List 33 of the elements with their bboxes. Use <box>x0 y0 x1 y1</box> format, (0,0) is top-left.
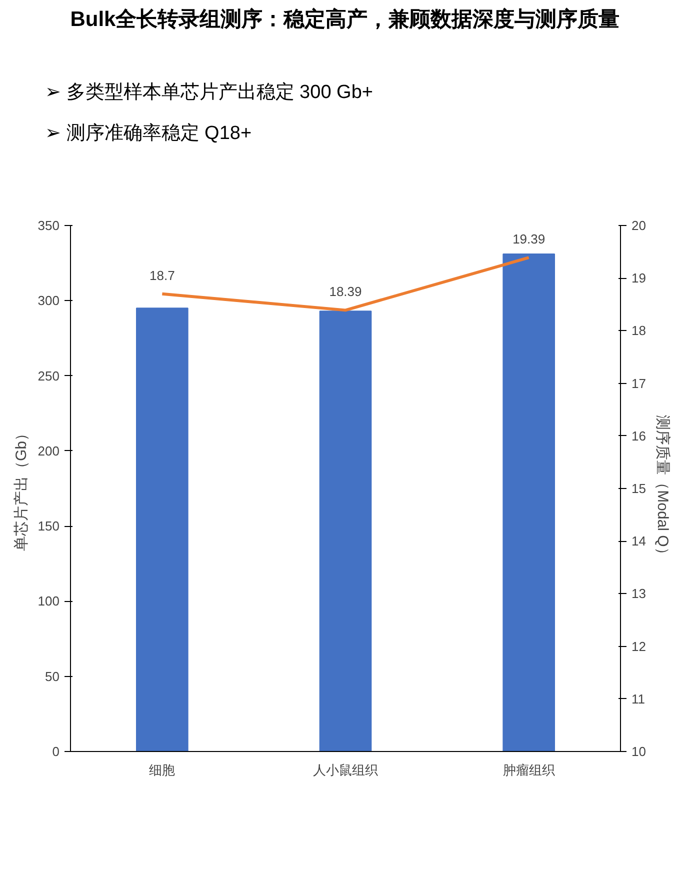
bar <box>136 308 188 752</box>
y-tick-label: 50 <box>45 668 60 684</box>
y2-tick-label: 15 <box>632 481 646 496</box>
y-tick-label: 300 <box>38 293 60 308</box>
y2-tick-label: 11 <box>632 691 645 706</box>
y2-tick-label: 14 <box>632 534 646 549</box>
y2-tick-label: 13 <box>632 586 646 602</box>
y2-tick-label: 16 <box>632 428 646 444</box>
data-label: 18.39 <box>329 284 362 300</box>
y2-tick-label: 19 <box>632 270 646 286</box>
y2-tick-label: 18 <box>632 323 646 338</box>
text: ➢ 多类型样本单芯片产出稳定 300 Gb+ <box>45 81 373 105</box>
data-label: 18.7 <box>150 268 175 283</box>
y2-tick-label: 12 <box>632 638 646 654</box>
chart-title: Bulk全长转录组测序：稳定高产，兼顾数据深度与测序质量 <box>69 6 621 33</box>
x-tick-label: 肿瘤组织 <box>502 762 555 778</box>
y2-tick-label: 10 <box>632 744 646 759</box>
x-tick-label: 细胞 <box>149 762 176 778</box>
data-label: 19.39 <box>512 232 546 247</box>
y-tick-label: 250 <box>38 368 60 384</box>
bar <box>502 254 555 752</box>
y-tick-label: 350 <box>38 218 60 233</box>
text: ➢ 测序准确率稳定 Q18+ <box>45 122 253 146</box>
y-tick-label: 0 <box>52 744 60 759</box>
y-axis-title: 单芯片产出（Gb） <box>12 426 30 552</box>
y2-tick-label: 20 <box>632 218 646 233</box>
x-tick-label: 人小鼠组织 <box>313 762 378 778</box>
y2-tick-label: 17 <box>632 376 646 391</box>
y-tick-label: 100 <box>38 594 60 609</box>
y2-axis-title: 测序质量（Modal Q） <box>654 415 671 562</box>
y-tick-label: 150 <box>38 518 60 534</box>
y-tick-label: 200 <box>38 443 60 458</box>
bar <box>319 310 372 752</box>
